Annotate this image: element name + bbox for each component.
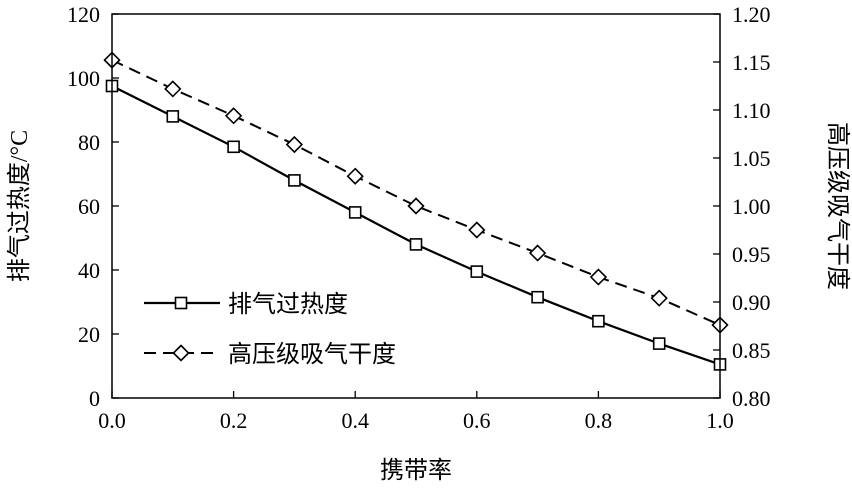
square-marker xyxy=(652,337,666,350)
diamond-marker xyxy=(589,268,608,286)
x-tick-label: 0.2 xyxy=(220,408,248,433)
square-marker xyxy=(166,110,180,123)
legend: 排气过热度 高压级吸气干度 xyxy=(144,291,396,368)
diamond-marker xyxy=(224,107,243,125)
legend-label-superheat: 排气过热度 xyxy=(228,291,348,318)
left-y-tick-label: 80 xyxy=(78,130,100,155)
left-y-tick-label: 120 xyxy=(67,2,100,27)
legend-diamond-marker xyxy=(172,344,190,362)
square-marker xyxy=(348,206,362,219)
x-axis-ticks: 0.0 0.2 0.4 0.6 0.8 1.0 xyxy=(98,391,734,433)
right-y-axis-ticks: 0.80 0.85 0.90 0.95 1.00 1.05 1.10 1.15 1.20 xyxy=(713,2,771,411)
diamond-marker xyxy=(650,289,668,307)
legend-item-superheat: 排气过热度 xyxy=(144,291,348,318)
series-line-0 xyxy=(111,85,721,366)
x-tick-label: 0.6 xyxy=(463,408,491,433)
right-y-axis-title: 高压级吸气干度 xyxy=(824,122,851,290)
diamond-marker xyxy=(407,197,425,215)
left-y-tick-label: 20 xyxy=(78,322,100,347)
square-marker xyxy=(470,265,484,278)
series-line-1 xyxy=(111,59,721,326)
right-y-tick-label: 1.20 xyxy=(732,2,771,27)
diamond-marker xyxy=(528,244,547,262)
left-y-axis-title: 排气过热度/°C xyxy=(6,130,33,282)
left-y-tick-label: 100 xyxy=(67,66,100,91)
legend-square-marker xyxy=(174,296,188,310)
left-y-tick-label: 60 xyxy=(78,194,100,219)
series-layer xyxy=(103,51,729,371)
right-y-tick-label: 1.10 xyxy=(732,98,771,123)
square-marker xyxy=(531,290,544,304)
right-y-tick-label: 0.80 xyxy=(732,386,771,411)
left-y-tick-label: 0 xyxy=(89,386,100,411)
x-tick-label: 1.0 xyxy=(706,408,734,433)
left-y-tick-label: 40 xyxy=(78,258,100,283)
right-y-tick-label: 0.95 xyxy=(732,242,771,267)
right-y-tick-label: 1.15 xyxy=(732,50,771,75)
square-marker xyxy=(227,140,240,154)
square-marker xyxy=(592,314,605,328)
right-y-tick-label: 0.85 xyxy=(732,338,771,363)
right-y-tick-label: 1.05 xyxy=(732,146,771,171)
x-axis-title: 携带率 xyxy=(380,457,452,484)
diamond-marker xyxy=(468,221,486,239)
left-y-axis-ticks: 0 20 40 60 80 100 120 xyxy=(67,2,119,411)
diamond-marker xyxy=(285,135,304,154)
x-tick-label: 0.0 xyxy=(98,408,126,433)
legend-label-dryness: 高压级吸气干度 xyxy=(228,341,396,368)
right-y-tick-label: 0.90 xyxy=(732,290,771,315)
right-y-tick-label: 1.00 xyxy=(732,194,771,219)
x-tick-label: 0.4 xyxy=(341,408,369,433)
legend-item-dryness: 高压级吸气干度 xyxy=(144,341,396,368)
square-marker xyxy=(409,238,423,251)
x-tick-label: 0.8 xyxy=(585,408,613,433)
diamond-marker xyxy=(346,167,364,185)
square-marker xyxy=(288,174,301,187)
diamond-marker xyxy=(164,80,182,98)
plot-frame xyxy=(111,13,721,399)
